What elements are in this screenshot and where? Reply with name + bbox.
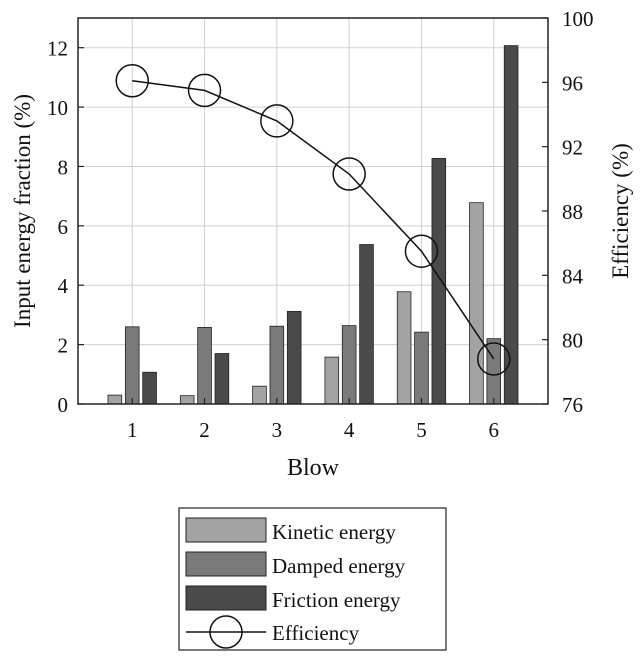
legend-marker-efficiency	[209, 615, 243, 649]
y-tick-label: 4	[58, 274, 69, 298]
y-tick-label: 2	[58, 334, 69, 358]
x-tick-label: 2	[199, 418, 210, 442]
y2-tick-label: 92	[562, 136, 583, 160]
y2-tick-label: 100	[562, 7, 594, 31]
bar-kinetic-energy	[179, 395, 195, 405]
x-tick-label: 3	[272, 418, 283, 442]
legend-label-damped-energy: Damped energy	[272, 554, 406, 578]
x-tick-label: 6	[489, 418, 500, 442]
bar-friction-energy	[359, 244, 374, 405]
legend-label-kinetic-energy: Kinetic energy	[272, 520, 396, 544]
legend-label-friction-energy: Friction energy	[272, 588, 401, 612]
y-axis-label: Input energy fraction (%)	[10, 94, 35, 328]
bar-damped-energy	[341, 325, 357, 405]
legend-swatch-friction-energy	[185, 585, 267, 611]
bar-damped-energy	[414, 331, 429, 405]
efficiency-line-layer	[115, 63, 511, 376]
y2-tick-label: 96	[562, 71, 583, 95]
efficiency-point	[115, 63, 149, 98]
x-axis-label: Blow	[287, 455, 340, 481]
bar-damped-energy	[269, 325, 285, 405]
legend: Kinetic energy Damped energy Friction en…	[178, 507, 447, 651]
y-tick-label: 0	[58, 393, 69, 417]
y-tick-label: 6	[58, 215, 69, 239]
efficiency-point	[332, 157, 366, 191]
bar-kinetic-energy	[107, 394, 123, 405]
bar-kinetic-energy	[324, 356, 340, 405]
bar-friction-energy	[286, 310, 302, 405]
legend-swatch-damped-energy	[185, 551, 267, 577]
y2-tick-label: 88	[562, 200, 583, 224]
y2-tick-label: 76	[562, 393, 583, 417]
y2-tick-label: 84	[562, 264, 584, 288]
efficiency-point	[187, 73, 222, 108]
y-tick-label: 10	[47, 96, 68, 120]
efficiency-line	[132, 79, 495, 360]
bar-friction-energy	[431, 158, 447, 405]
bar-friction-energy	[214, 353, 230, 405]
y2-axis-label: Efficiency (%)	[608, 143, 633, 279]
bar-kinetic-energy	[252, 385, 267, 405]
bar-damped-energy	[124, 326, 140, 405]
bar-damped-energy	[486, 338, 502, 405]
bar-kinetic-energy	[469, 202, 484, 405]
x-tick-label: 4	[344, 418, 355, 442]
bar-kinetic-energy	[396, 291, 412, 405]
bar-damped-energy	[197, 326, 212, 405]
bar-friction-energy	[142, 371, 157, 405]
y-tick-label: 8	[58, 155, 69, 179]
x-tick-label: 5	[416, 418, 427, 442]
bars-layer	[107, 45, 519, 405]
legend-swatch-kinetic-energy	[185, 517, 267, 543]
y-tick-label: 12	[47, 37, 68, 61]
y2-tick-label: 80	[562, 329, 583, 353]
efficiency-point	[404, 234, 439, 268]
legend-label-efficiency: Efficiency	[272, 621, 360, 645]
efficiency-point	[477, 342, 511, 376]
efficiency-point	[260, 104, 294, 138]
x-tick-label: 1	[127, 418, 138, 442]
